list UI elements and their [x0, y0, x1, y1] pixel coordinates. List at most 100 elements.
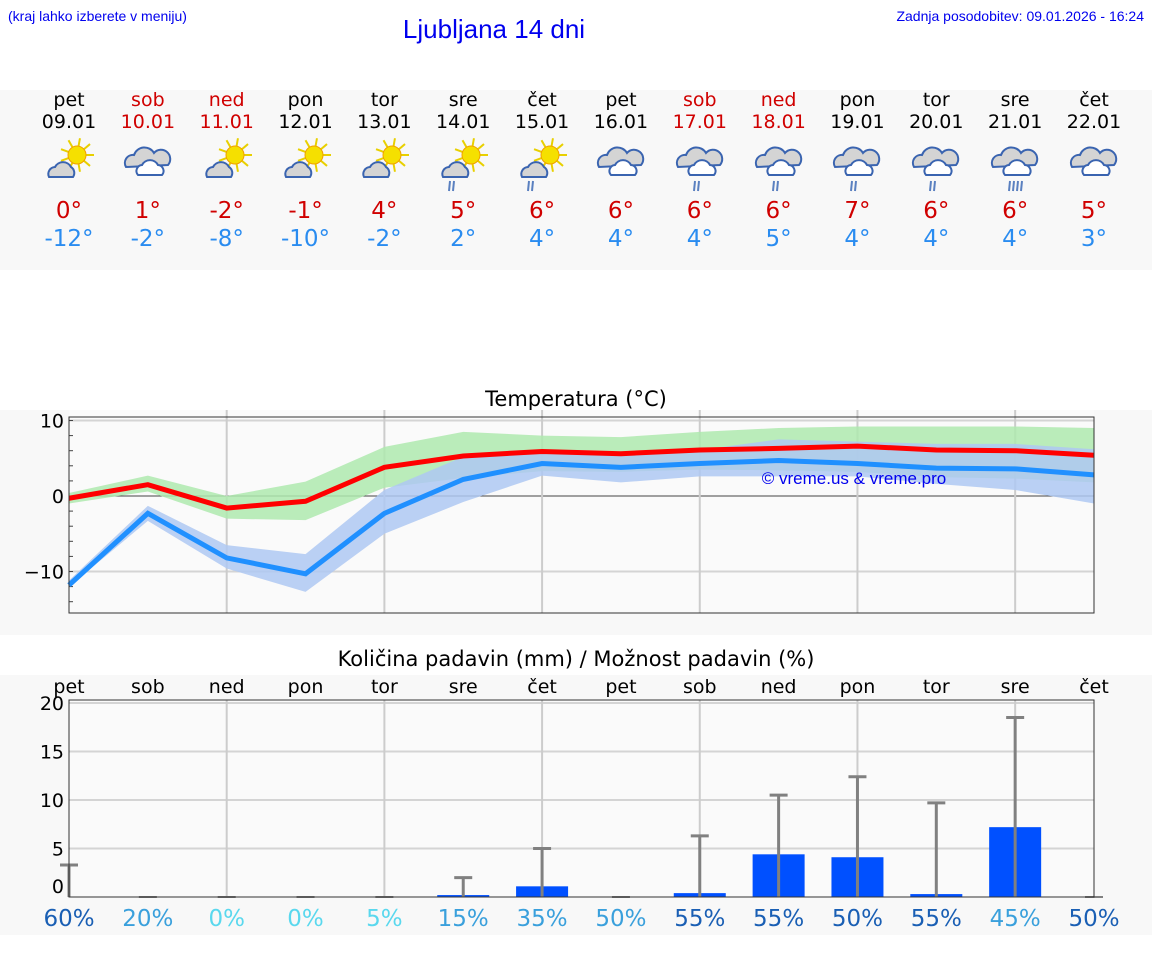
min-temp-band: [69, 439, 1094, 592]
x-tick-label: ned: [761, 676, 797, 698]
precip-probability: 60%: [43, 906, 94, 932]
min-temp: 4°: [923, 226, 950, 252]
x-tick-label: tor: [923, 676, 950, 698]
day-date: 18.01: [751, 111, 806, 133]
plot-frame: [68, 699, 1095, 898]
y-tick-label: 5: [52, 839, 64, 861]
page-title: Ljubljana 14 dni: [402, 14, 586, 44]
max-temp: 6°: [607, 198, 634, 224]
day-date: 09.01: [41, 111, 97, 133]
x-tick-label: sre: [449, 676, 478, 698]
max-temp: 4°: [371, 198, 398, 224]
watermark: © vreme.us & vreme.pro: [762, 469, 946, 488]
day-date: 10.01: [120, 111, 176, 133]
y-tick-label: 10: [40, 411, 64, 433]
max-temp: 7°: [844, 198, 871, 224]
forecast-strip: [0, 90, 1152, 270]
min-temp: -8°: [209, 226, 244, 252]
day-name: tor: [922, 89, 950, 111]
partly-cloudy-icon: [205, 138, 252, 178]
max-temp: 6°: [765, 198, 792, 224]
min-temp: 4°: [844, 226, 871, 252]
day-date: 21.01: [987, 111, 1043, 133]
max-temp: 6°: [923, 198, 950, 224]
day-name: pon: [839, 89, 876, 111]
day-name: tor: [370, 89, 398, 111]
precip-probability: 55%: [674, 906, 725, 932]
day-name: pet: [53, 89, 85, 111]
day-name: čet: [527, 89, 557, 111]
max-temp: 6°: [528, 198, 556, 224]
temperature-chart-title: Temperatura (°C): [485, 387, 667, 411]
x-tick-label: pet: [605, 676, 636, 698]
y-tick-label: −10: [24, 562, 64, 584]
min-temp: 4°: [686, 226, 713, 252]
x-tick-label: čet: [527, 676, 557, 698]
min-temp-line: [67, 458, 1095, 587]
day-date: 15.01: [514, 111, 570, 133]
cloudy-rain-icon: [754, 146, 802, 192]
cloudy-rain-icon: [675, 146, 723, 192]
max-temp: -1°: [288, 198, 323, 224]
day-name: sob: [131, 89, 165, 111]
day-name: ned: [208, 89, 245, 111]
precip-probability: 20%: [122, 906, 173, 932]
precipitation-chart-title: Količina padavin (mm) / Možnost padavin …: [337, 647, 815, 671]
plot-frame: [68, 416, 1095, 614]
day-date: 12.01: [278, 111, 333, 133]
precip-probability: 50%: [1068, 906, 1119, 932]
cloudy-icon: [1069, 146, 1118, 176]
precip-probability: 0%: [208, 906, 245, 932]
day-name: sre: [448, 89, 478, 111]
min-temp: 4°: [528, 226, 556, 252]
day-date: 17.01: [672, 111, 727, 133]
min-temp: 4°: [607, 226, 634, 252]
day-date: 22.01: [1066, 111, 1122, 133]
x-tick-label: sob: [131, 676, 165, 698]
y-tick-label: 10: [40, 790, 64, 812]
min-temp: -12°: [44, 226, 94, 252]
precip-probability: 55%: [753, 906, 804, 932]
x-tick-label: ned: [209, 676, 245, 698]
day-date: 13.01: [357, 111, 412, 133]
max-temp: 5°: [450, 198, 477, 224]
x-tick-label: sob: [683, 676, 717, 698]
max-temp: 5°: [1080, 198, 1108, 224]
precip-probability: 50%: [595, 906, 646, 932]
cloudy-heavy-rain-icon: [991, 146, 1039, 192]
partly-cloudy-rain-icon: [520, 138, 568, 192]
max-temp: 1°: [134, 198, 161, 224]
cloudy-icon: [123, 146, 172, 176]
min-temp: 2°: [450, 226, 477, 252]
partly-cloudy-icon: [362, 138, 410, 178]
min-temp: 3°: [1080, 226, 1108, 252]
day-date: 16.01: [593, 111, 649, 133]
min-temp: -2°: [367, 226, 402, 252]
y-tick-label: 0: [52, 876, 64, 898]
day-name: sre: [1000, 89, 1030, 111]
max-temp: 0°: [55, 198, 83, 224]
day-name: pet: [605, 89, 637, 111]
precip-probability: 55%: [911, 906, 962, 932]
last-updated: Zadnja posodobitev: 09.01.2026 - 16:24: [896, 8, 1144, 24]
y-tick-label: 20: [40, 693, 64, 715]
max-temp: -2°: [209, 198, 244, 224]
cloudy-rain-icon: [833, 146, 881, 192]
day-name: čet: [1079, 89, 1109, 111]
day-date: 20.01: [909, 111, 964, 133]
day-name: ned: [760, 89, 797, 111]
precip-probability: 5%: [366, 906, 403, 932]
y-tick-label: 0: [52, 486, 64, 508]
x-tick-label: tor: [371, 676, 398, 698]
partly-cloudy-rain-icon: [441, 138, 489, 192]
min-temp: -2°: [130, 226, 166, 252]
partly-cloudy-icon: [47, 138, 94, 178]
x-tick-label: pet: [53, 676, 84, 698]
min-temp: 4°: [1002, 226, 1029, 252]
precip-probability: 50%: [832, 906, 883, 932]
precip-probability: 0%: [287, 906, 324, 932]
min-temp: 5°: [765, 226, 792, 252]
max-temp-line: [68, 443, 1095, 511]
max-temp: 6°: [686, 198, 713, 224]
